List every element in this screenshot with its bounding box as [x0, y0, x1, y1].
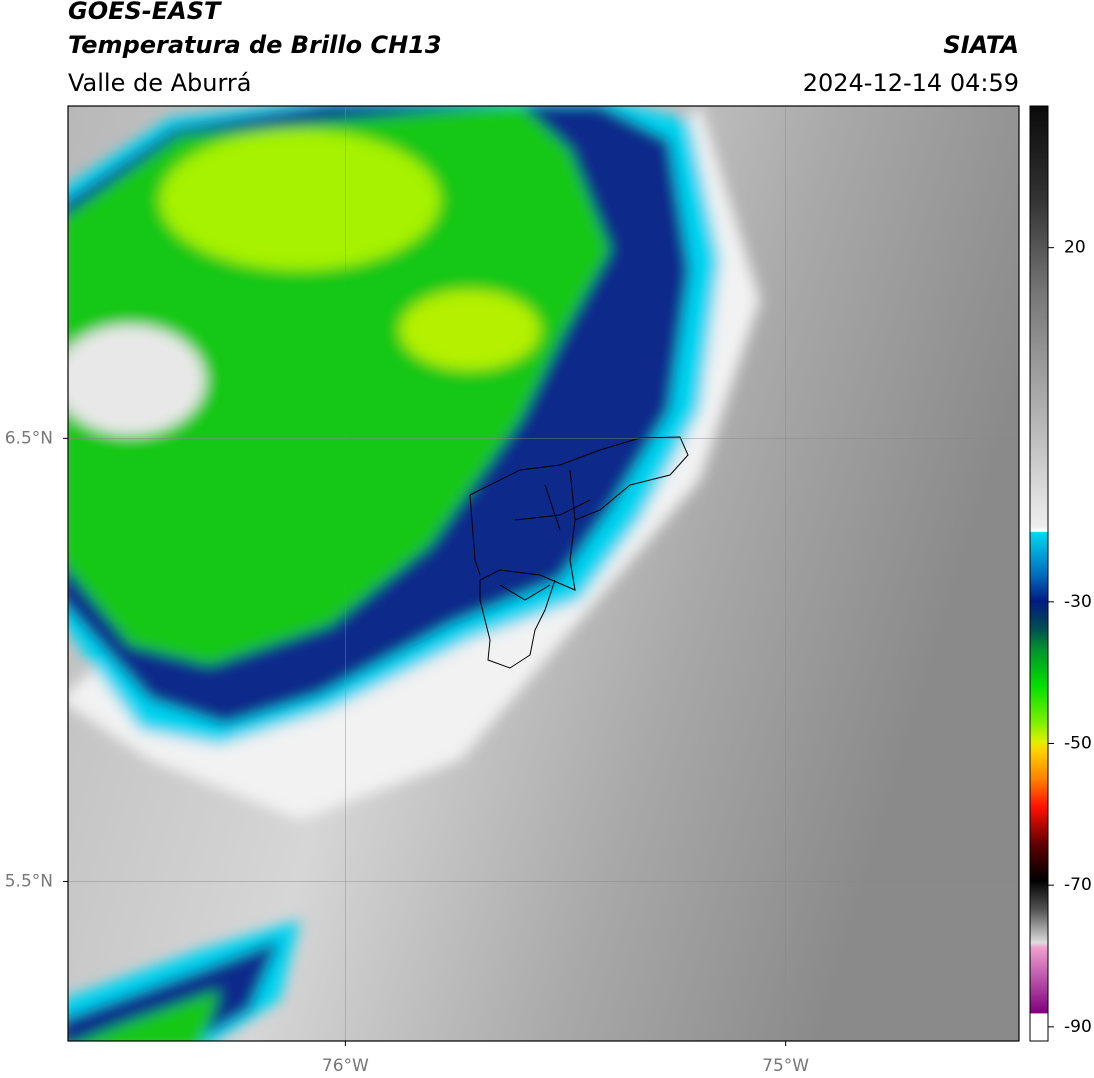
colorbar-tick-label: -90: [1064, 1017, 1092, 1037]
colorbar: [1029, 105, 1049, 1042]
municipal-boundaries: [469, 436, 689, 669]
clear-patch: [68, 325, 205, 435]
satellite-image: [68, 106, 1019, 1041]
cloud-core: [160, 130, 440, 270]
cloud-field: [68, 106, 760, 1041]
timestamp: 2024-12-14 04:59: [803, 69, 1019, 97]
x-tick-label: 75°W: [762, 1056, 809, 1076]
y-tick-label: 6.5°N: [5, 428, 53, 448]
map-frame: [67, 105, 1020, 1042]
cloud-green: [81, 990, 220, 1041]
region: Valle de Aburrá: [68, 69, 252, 97]
grid: [68, 106, 1019, 1041]
x-tick-label: 76°W: [322, 1056, 369, 1076]
colorbar-tick-label: 20: [1064, 238, 1086, 258]
subtitle: Temperatura de Brillo CH13: [68, 31, 442, 59]
source: SIATA: [943, 31, 1019, 59]
y-tick-label: 5.5°N: [5, 871, 53, 891]
cloud-blue: [68, 940, 280, 1041]
title: GOES-EAST: [68, 0, 222, 25]
colorbar-tick-label: -30: [1064, 592, 1092, 612]
cloud-core: [400, 290, 540, 370]
colorbar-tick-label: -70: [1064, 875, 1092, 895]
colorbar-tick-label: -50: [1064, 734, 1092, 754]
